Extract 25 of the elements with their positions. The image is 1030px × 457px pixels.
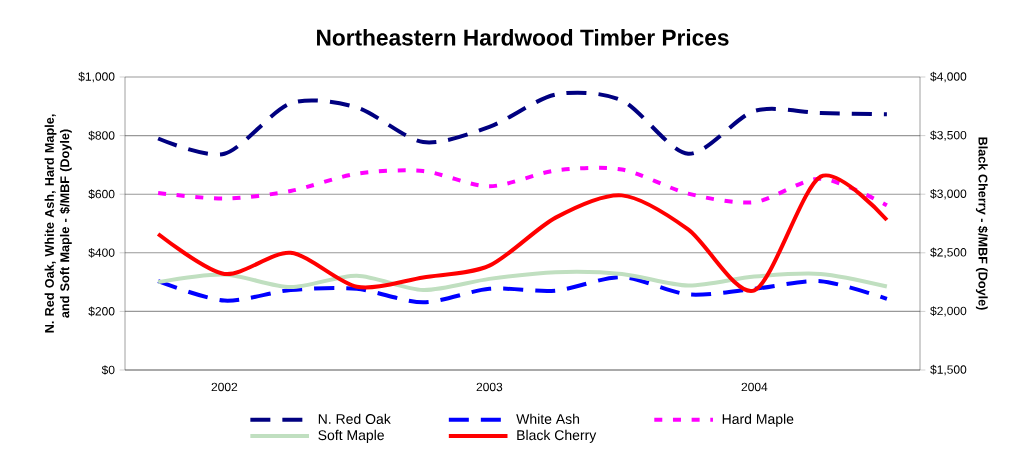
legend-label: Soft Maple bbox=[318, 429, 384, 443]
x-tick-label: 2002 bbox=[211, 382, 238, 392]
y2-tick-label: $1,500 bbox=[930, 364, 967, 376]
y2-tick-label: $2,500 bbox=[930, 247, 967, 258]
y-tick-label: $600 bbox=[88, 189, 115, 200]
legend-label: N. Red Oak bbox=[318, 413, 391, 424]
y-tick-label: $0 bbox=[101, 365, 115, 375]
y-tick-label: $1,000 bbox=[78, 71, 115, 83]
legend-label: Hard Maple bbox=[722, 413, 794, 427]
y-tick-label: $400 bbox=[88, 247, 115, 258]
line-series bbox=[156, 269, 889, 293]
y-axis-title: N. Red Oak, White Ash, Hard Maple, and Soft Maple - $/MBF (Doyle) bbox=[44, 114, 72, 333]
legend-label: White Ash bbox=[516, 413, 580, 424]
y2-tick-label: $2,000 bbox=[930, 306, 967, 317]
line-series bbox=[156, 173, 889, 293]
y2-tick-label: $3,000 bbox=[930, 188, 967, 200]
chart-title: Northeastern Hardwood Timber Prices bbox=[317, 28, 729, 46]
y-tick-label: $200 bbox=[88, 306, 115, 317]
y2-tick-label: $3,500 bbox=[930, 130, 967, 141]
y2-axis-title: Black Cherry - $/MBF (Doyle) bbox=[975, 137, 988, 310]
legend-label: Black Cherry bbox=[517, 429, 597, 443]
x-tick-label: 2004 bbox=[741, 382, 768, 392]
y2-tick-label: $4,000 bbox=[930, 71, 967, 83]
y-tick-label: $800 bbox=[88, 130, 115, 141]
x-tick-label: 2003 bbox=[476, 382, 503, 392]
